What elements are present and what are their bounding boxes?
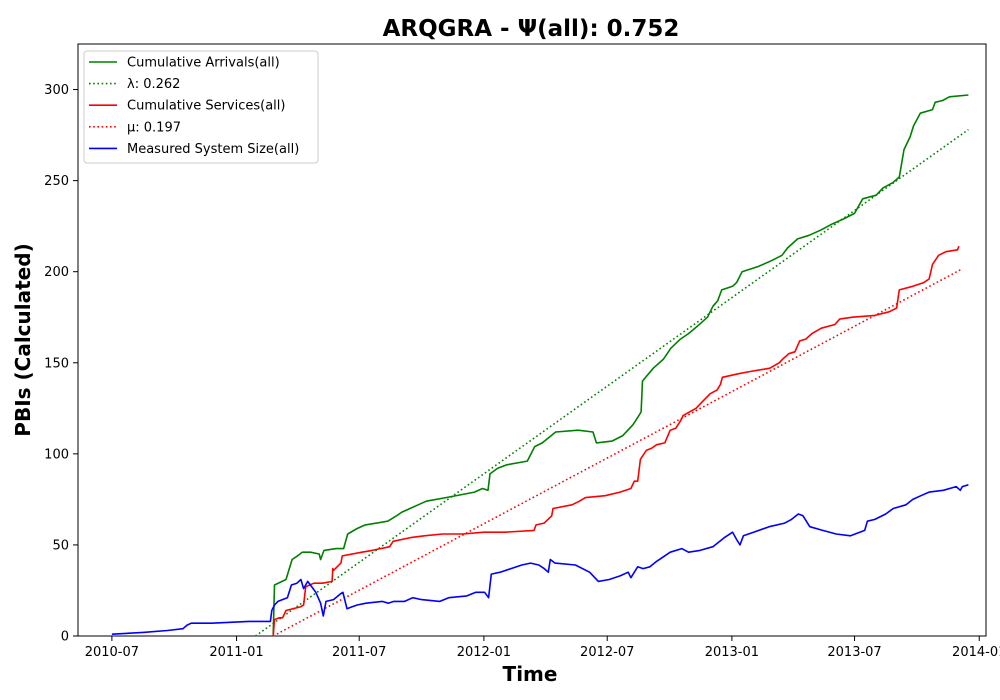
plot-area bbox=[77, 43, 987, 637]
series-line-0 bbox=[272, 94, 969, 635]
y-tick-label: 50 bbox=[52, 538, 69, 553]
x-tick-label: 2010-07 bbox=[85, 645, 139, 660]
series-line-1 bbox=[255, 128, 969, 637]
y-axis: 0 50 100 150 200 250 300 bbox=[44, 83, 78, 645]
x-tick-label: 2011-01 bbox=[209, 645, 263, 660]
x-tick-label: 2012-07 bbox=[580, 645, 634, 660]
series-layer bbox=[111, 94, 969, 637]
x-tick-label: 2012-01 bbox=[457, 645, 511, 660]
legend-label-2: Cumulative Services(all) bbox=[127, 99, 285, 114]
legend-label-0: Cumulative Arrivals(all) bbox=[127, 56, 280, 71]
legend-frame bbox=[83, 50, 319, 164]
y-tick-label: 0 bbox=[61, 630, 69, 645]
legend-label-3: μ: 0.197 bbox=[127, 120, 181, 135]
legend: Cumulative Arrivals(all) λ: 0.262 Cumulati… bbox=[83, 50, 319, 164]
x-axis: 2010-07 2011-01 2011-07 2012-01 2012-07 2013-… bbox=[85, 636, 1000, 660]
y-tick-label: 250 bbox=[44, 174, 69, 189]
x-axis-label: Time bbox=[503, 662, 558, 686]
x-tick-label: 2013-07 bbox=[827, 645, 881, 660]
y-tick-label: 200 bbox=[44, 265, 69, 280]
series-line-2 bbox=[272, 245, 960, 637]
x-tick-label: 2011-07 bbox=[332, 645, 386, 660]
y-tick-label: 300 bbox=[44, 83, 69, 98]
x-tick-label: 2013-01 bbox=[705, 645, 759, 660]
y-tick-label: 100 bbox=[44, 447, 69, 462]
legend-label-1: λ: 0.262 bbox=[127, 77, 180, 92]
legend-label-4: Measured System Size(all) bbox=[127, 142, 299, 157]
y-tick-label: 150 bbox=[44, 356, 69, 371]
y-axis-label: PBIs (Calculated) bbox=[11, 243, 35, 436]
x-tick-label: 2014-01 bbox=[952, 645, 1000, 660]
chart-title: ARQGRA - Ψ(all): 0.752 bbox=[383, 16, 680, 42]
series-line-4 bbox=[111, 484, 969, 635]
